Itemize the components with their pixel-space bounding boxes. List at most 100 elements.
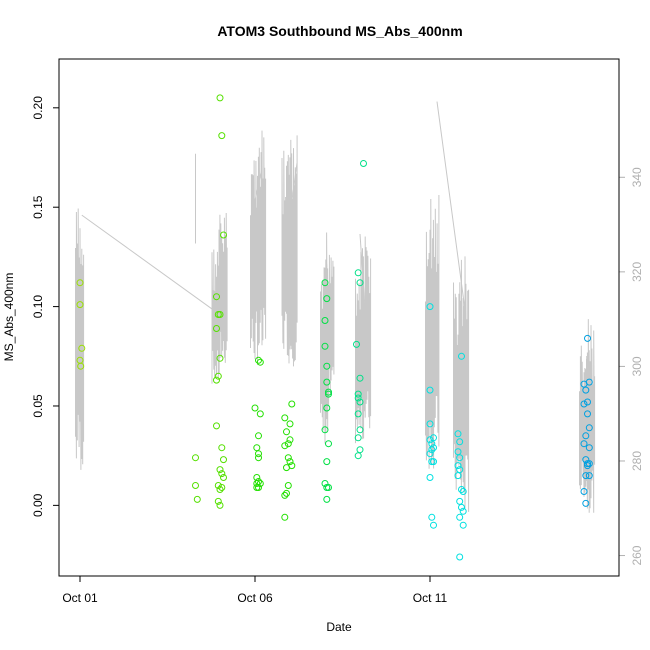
data-point-s3-1 [323,295,331,303]
y-tick-label: 0.05 [31,394,45,418]
data-point-s6-10 [585,444,593,452]
data-point-s5-21 [454,472,462,480]
y-tick-label: 0.10 [31,295,45,319]
data-point-s5-15 [454,430,462,438]
data-point-s6-18 [582,499,590,507]
data-point-s5-14 [458,352,465,360]
data-point-s1-3 [216,94,224,102]
data-point-s3-9 [321,426,329,434]
data-point-s0-0 [76,279,84,287]
secondary-burst-4 [257,130,267,365]
data-point-s6-15 [582,472,590,480]
data-point-s1-1 [192,482,199,489]
data-point-s5-29 [456,553,464,561]
data-point-s2-18 [284,440,292,448]
data-point-s5-11 [426,474,434,481]
data-point-s1-13 [213,422,220,430]
secondary-burst-12 [430,195,440,460]
data-point-s2-26 [283,489,290,497]
y2-tick-label: 340 [630,167,644,187]
data-point-s3-5 [323,378,331,386]
data-point-s3-12 [321,480,329,487]
data-point-s3-4 [323,362,331,370]
y-tick-label: 0.00 [31,493,45,517]
data-point-s2-3 [256,410,264,418]
data-point-s2-17 [286,436,294,444]
data-point-s1-18 [220,474,227,481]
data-point-s2-13 [253,484,261,491]
data-point-s1-15 [220,456,227,464]
chart-title: ATOM3 Southbound MS_Abs_400nm [217,23,462,39]
y2-tick-label: 280 [630,451,644,471]
data-point-s1-11 [214,372,222,380]
x-tick-label: Oct 01 [62,591,98,605]
data-point-s2-20 [288,400,296,408]
data-point-s0-4 [77,362,85,370]
data-point-s0-1 [76,301,84,309]
data-point-s3-2 [321,317,329,324]
data-point-s3-8 [323,404,331,412]
data-point-s1-0 [192,454,199,462]
data-point-s4-8 [354,410,362,418]
data-point-s1-2 [193,495,201,503]
data-point-s6-4 [584,398,591,406]
data-point-s6-6 [584,410,591,418]
data-point-s1-10 [216,354,224,362]
data-point-s2-5 [253,444,261,452]
data-point-s1-12 [213,376,220,384]
data-point-s2-10 [253,480,261,487]
data-point-s2-14 [281,414,289,422]
data-point-s2-7 [255,454,262,462]
data-point-s3-3 [321,342,329,350]
data-point-s6-13 [585,460,593,468]
data-point-s4-10 [354,434,362,442]
x-tick-label: Oct 06 [237,591,273,605]
secondary-burst-8 [325,232,335,395]
data-point-s4-3 [353,340,360,348]
data-point-s5-12 [428,513,436,521]
data-point-s1-8 [216,311,224,318]
data-point-s2-1 [256,358,264,366]
data-point-s5-25 [458,503,465,511]
data-point-s5-16 [456,438,464,446]
data-point-s1-9 [213,325,220,332]
data-point-s4-6 [354,394,362,402]
data-point-s5-2 [426,420,434,428]
data-point-s2-0 [255,356,262,364]
data-point-s2-22 [286,458,294,466]
secondary-burst-7 [320,264,330,444]
data-point-s5-26 [459,507,467,515]
y-tick-label: 0.20 [31,96,45,120]
data-point-s5-7 [428,446,436,454]
secondary-burst-6 [288,135,298,367]
data-point-s4-5 [354,390,362,398]
secondary-burst-2 [218,212,228,363]
plot-frame [58,58,620,577]
data-point-s5-27 [456,513,464,521]
data-point-s3-15 [323,495,331,503]
data-point-s4-2 [356,279,364,287]
data-point-s2-2 [251,404,259,412]
data-point-s3-14 [325,484,332,491]
data-point-s5-28 [459,521,467,529]
data-point-s1-17 [218,470,226,478]
data-point-s2-15 [286,420,294,428]
data-point-s1-19 [214,482,222,489]
data-point-s2-4 [255,432,262,440]
y2-tick-label: 320 [630,262,644,282]
data-point-s5-8 [426,450,434,458]
data-point-s2-16 [283,428,290,436]
data-point-s5-19 [454,462,462,470]
data-point-s2-24 [288,462,296,470]
data-point-s2-6 [255,450,262,458]
data-point-s5-22 [458,486,465,493]
data-point-s4-4 [356,374,364,382]
secondary-burst-10 [362,236,372,437]
data-point-s6-8 [582,432,590,440]
data-point-s1-6 [213,293,220,301]
data-point-s5-1 [426,386,434,394]
x-axis-label: Date [326,620,352,634]
data-point-s6-3 [582,386,590,394]
data-point-s3-11 [323,458,331,466]
